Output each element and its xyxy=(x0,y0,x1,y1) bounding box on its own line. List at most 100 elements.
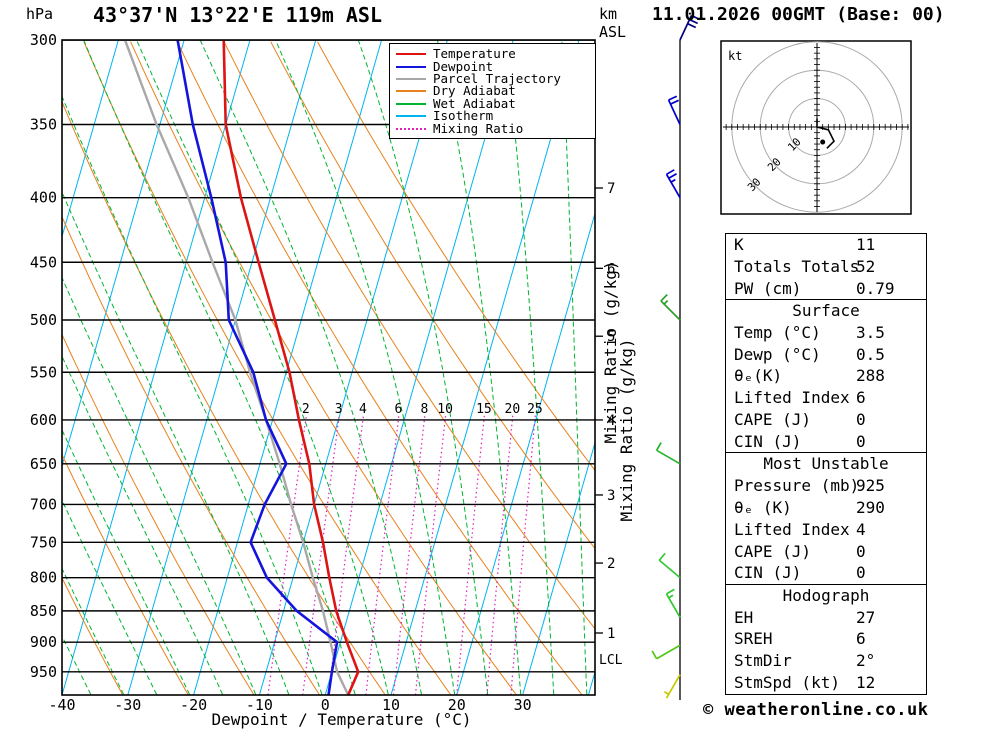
mixing-ratio-value-label: 20 xyxy=(505,402,521,417)
hodograph-trace xyxy=(816,118,835,149)
stat-label: θₑ(K) xyxy=(734,366,783,386)
temp-tick-label: 10 xyxy=(382,696,400,714)
pressure-axis-unit: hPa xyxy=(26,5,54,23)
stat-row: Temp (°C) 3.5 xyxy=(726,322,926,344)
chart-title: 43°37'N 13°22'E 119m ASL xyxy=(93,3,382,27)
stats-table: Hodograph EH 27 SREH 6 StmDir 2° StmSpd (kt) 12 xyxy=(725,583,927,695)
wind-barb xyxy=(651,644,681,660)
mixing-ratio-axis-label: Mixing Ratio (g/kg) xyxy=(617,338,636,521)
temperature-curve xyxy=(222,40,360,695)
height-axis-unit-km: km xyxy=(599,5,618,23)
km-tick-label: 2 xyxy=(607,556,615,572)
stat-value: 4 xyxy=(856,519,866,539)
stat-row: θₑ (K) 290 xyxy=(726,497,926,519)
stat-label: Temp (°C) xyxy=(734,322,821,342)
temp-tick-label: 20 xyxy=(448,696,466,714)
height-axis-unit-asl: ASL xyxy=(599,23,627,41)
stat-value: 288 xyxy=(856,366,885,386)
stat-row: StmSpd (kt) 12 xyxy=(726,672,926,694)
legend-line-sample xyxy=(396,65,426,68)
stat-row: Totals Totals 52 xyxy=(726,256,926,278)
stat-label: CAPE (J) xyxy=(734,541,812,561)
legend-item: Mixing Ratio xyxy=(396,122,595,134)
dewpoint-curve xyxy=(176,40,339,695)
run-datetime: 11.01.2026 00GMT (Base: 00) xyxy=(652,4,945,25)
stat-row: Lifted Index 4 xyxy=(726,519,926,541)
pressure-tick-label: 850 xyxy=(30,602,57,620)
stat-row: θₑ(K) 288 xyxy=(726,365,926,387)
stat-label: Totals Totals xyxy=(734,256,860,276)
mixing-ratio-value-label: 25 xyxy=(527,402,543,417)
legend-item: Wet Adiabat xyxy=(396,97,595,110)
stat-row: CIN (J) 0 xyxy=(726,431,926,453)
stat-label: θₑ (K) xyxy=(734,497,792,517)
plot-border xyxy=(61,39,596,696)
legend-item: Temperature xyxy=(396,47,595,60)
stat-value: 0.5 xyxy=(856,344,885,364)
legend-label: Mixing Ratio xyxy=(433,120,524,136)
stat-value: 0 xyxy=(856,410,866,430)
mixing-ratio-value-label: 4 xyxy=(359,402,367,417)
legend-item: Parcel Trajectory xyxy=(396,70,595,86)
stat-label: EH xyxy=(734,607,754,627)
stat-value: 12 xyxy=(856,673,876,693)
stat-value: 0 xyxy=(856,541,866,561)
stat-value: 925 xyxy=(856,476,885,496)
stat-row: EH 27 xyxy=(726,607,926,629)
km-tick-label: 1 xyxy=(607,626,615,642)
stat-row: CAPE (J) 0 xyxy=(726,541,926,563)
km-tick-label: 7 xyxy=(607,181,615,197)
legend-item: Dry Adiabat xyxy=(396,85,595,97)
hodograph-unit-label: kt xyxy=(728,49,742,63)
stat-row: CAPE (J) 0 xyxy=(726,409,926,431)
pressure-tick-label: 350 xyxy=(30,115,57,133)
stat-value: 290 xyxy=(856,497,885,517)
stats-table: K 11 Totals Totals 52 PW (cm) 0.79 xyxy=(725,233,927,301)
wind-barb xyxy=(679,14,700,41)
stat-value: 6 xyxy=(856,629,866,649)
pressure-tick-label: 950 xyxy=(30,663,57,681)
mixing-ratio-axis-label-pink: Mixing Ratio (g/kg) xyxy=(601,260,620,443)
legend-line-sample xyxy=(396,77,426,80)
mixing-ratio-value-label: 8 xyxy=(420,402,428,417)
stat-value: 52 xyxy=(856,256,876,276)
pressure-tick-label: 750 xyxy=(30,533,57,551)
parcel-trajectory-curve xyxy=(123,40,350,695)
km-tick-label: 5 xyxy=(607,329,615,345)
temp-tick-label: -40 xyxy=(48,696,75,714)
stat-row: PW (cm) 0.79 xyxy=(726,278,926,300)
stat-label: PW (cm) xyxy=(734,278,802,298)
legend-line-sample xyxy=(396,127,426,130)
stat-label: StmSpd (kt) xyxy=(734,673,840,693)
stats-table-title: Hodograph xyxy=(782,585,870,605)
stats-panel: K 11 Totals Totals 52 PW (cm) 0.79 Surface Temp… xyxy=(725,233,927,695)
copyright-link[interactable]: © weatheronline.co.uk xyxy=(703,700,929,720)
pressure-tick-label: 450 xyxy=(30,253,57,271)
legend-line-sample xyxy=(396,90,426,93)
mixing-ratio-value-label: 2 xyxy=(302,402,310,417)
legend-label: Dry Adiabat xyxy=(433,83,516,99)
stat-row: K 11 xyxy=(726,234,926,256)
pressure-tick-label: 800 xyxy=(30,569,57,587)
temp-tick-label: -20 xyxy=(180,696,207,714)
legend-item: Dewpoint xyxy=(396,60,595,72)
legend-line-sample xyxy=(396,115,426,118)
stat-label: CAPE (J) xyxy=(734,410,812,430)
pressure-tick-label: 650 xyxy=(30,455,57,473)
legend-label: Parcel Trajectory xyxy=(433,70,561,86)
stat-label: K xyxy=(734,235,744,254)
pressure-tick-label: 700 xyxy=(30,495,57,513)
stat-value: 0 xyxy=(856,563,866,583)
legend-label: Isotherm xyxy=(433,108,494,124)
wind-barb xyxy=(665,588,681,618)
pressure-tick-label: 550 xyxy=(30,363,57,381)
temp-tick-label: -10 xyxy=(246,696,273,714)
stat-label: StmDir xyxy=(734,651,792,671)
wind-barb xyxy=(663,674,681,699)
mixing-ratio-value-label: 3 xyxy=(335,402,343,417)
wind-barb xyxy=(665,169,681,199)
stat-label: Dewp (°C) xyxy=(734,344,821,364)
